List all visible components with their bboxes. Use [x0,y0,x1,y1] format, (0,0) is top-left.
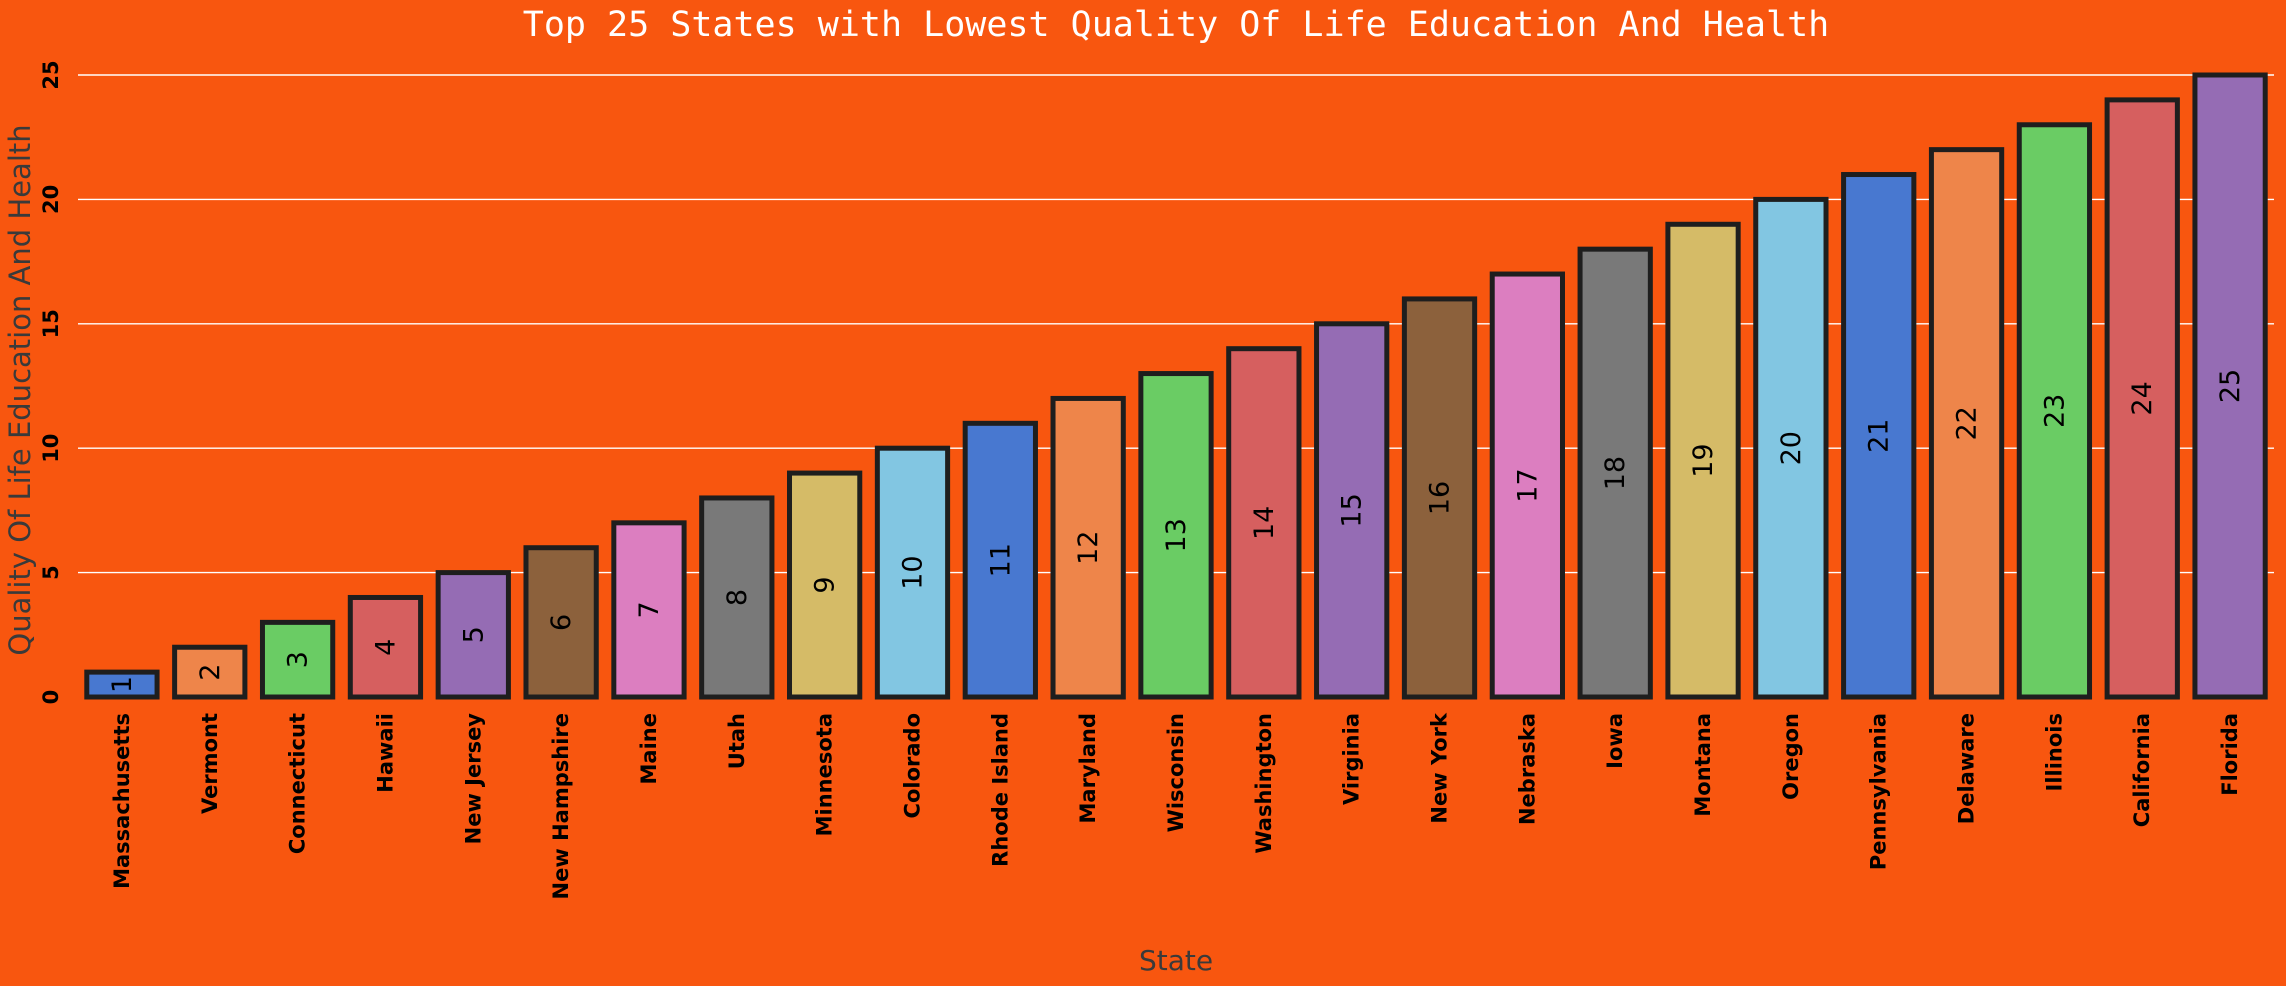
x-tick-label: Massachusetts [110,713,134,889]
bar [874,445,951,700]
x-tick-label: California [2130,713,2154,827]
x-tick-label: Hawaii [373,713,397,793]
bar-value-label: 14 [1249,506,1280,540]
y-tick-label: 5 [39,565,63,580]
x-tick-label: Minnesota [813,713,837,836]
x-tick-label: Nebraska [1515,713,1539,825]
y-tick-label: 10 [39,434,63,463]
x-tick-label: Illinois [2042,713,2066,791]
bar [84,669,160,700]
bar-value-label: 25 [2215,369,2246,403]
bar [1489,271,1565,700]
bar [962,420,1038,700]
bar-value-label: 3 [283,651,314,668]
bar-value-label: 24 [2127,381,2158,415]
bar [1577,246,1653,700]
bar-value-label: 10 [897,555,928,589]
bar-value-label: 16 [1425,481,1456,515]
x-tick-label: Colorado [900,713,924,818]
x-tick-label: Vermont [198,713,222,814]
bar [1314,321,1390,700]
bar [1401,296,1478,700]
x-tick-label: New York [1428,712,1452,824]
x-tick-label: Rhode Island [988,713,1012,867]
chart-title: Top 25 States with Lowest Quality Of Lif… [523,5,1829,45]
bar-value-label: 21 [1864,419,1895,453]
bar [699,495,775,700]
x-tick-label: Virginia [1340,713,1364,805]
bar-value-label: 20 [1776,431,1807,465]
x-axis-label: State [1139,944,1213,977]
bar [2016,122,2093,700]
bar-value-label: 18 [1600,456,1631,490]
bar-value-label: 12 [1073,531,1104,565]
bar-value-label: 23 [2039,394,2070,428]
x-tick-label: New Jersey [461,713,485,845]
bar-value-label: 11 [985,543,1016,577]
bar-value-label: 7 [634,601,665,618]
bar [172,644,248,700]
x-tick-label: Delaware [1955,713,1979,824]
bar-value-label: 22 [1952,406,1983,440]
y-tick-label: 15 [39,309,63,338]
x-tick-label: Montana [1691,713,1715,817]
bar [435,570,511,700]
bar [523,545,599,700]
bar-value-label: 8 [722,589,753,606]
bar-value-label: 15 [1337,493,1368,527]
bar [1050,395,1126,700]
x-tick-label: Florida [2218,713,2242,796]
bar [2104,97,2180,700]
bar-value-label: 19 [1688,443,1719,477]
bar-value-label: 5 [458,626,489,643]
y-tick-label: 25 [39,60,63,89]
bar-value-label: 1 [107,676,138,693]
bar [1753,196,1829,700]
bars [84,72,2268,700]
bar [1665,221,1741,700]
x-tick-label: New Hampshire [549,713,573,899]
x-tick-label: Maryland [1076,713,1100,823]
bar [347,594,424,700]
x-tick-label: Utah [725,713,749,769]
bar [259,619,336,700]
bar-value-label: 2 [195,664,226,681]
bar [1138,371,1214,700]
bar [787,470,863,700]
x-tick-label: Oregon [1779,713,1803,800]
bar [1226,346,1302,700]
bar-value-label: 6 [546,614,577,631]
bar-value-label: 4 [370,639,401,656]
bar-value-label: 13 [1161,518,1192,552]
bar-value-label: 17 [1512,468,1543,502]
x-tick-label: Connecticut [286,713,310,854]
bar [611,520,687,700]
x-tick-labels: Massachusetts Vermont Connecticut Hawaii New… [110,712,2242,899]
x-tick-label: Wisconsin [1164,713,1188,832]
x-tick-label: Iowa [1603,713,1627,769]
bar [1841,172,1917,700]
bar-value-label: 9 [810,576,841,593]
y-axis-label: Quality Of Life Education And Health [3,124,37,655]
y-tick-labels: 0 5 10 15 20 25 [39,60,63,704]
bar [1928,147,2005,700]
x-tick-label: Washington [1252,713,1276,854]
x-tick-label: Maine [637,713,661,784]
bar [2192,72,2268,700]
y-tick-label: 0 [39,690,63,705]
y-tick-label: 20 [39,185,63,214]
x-tick-label: Pennsylvania [1867,713,1891,870]
